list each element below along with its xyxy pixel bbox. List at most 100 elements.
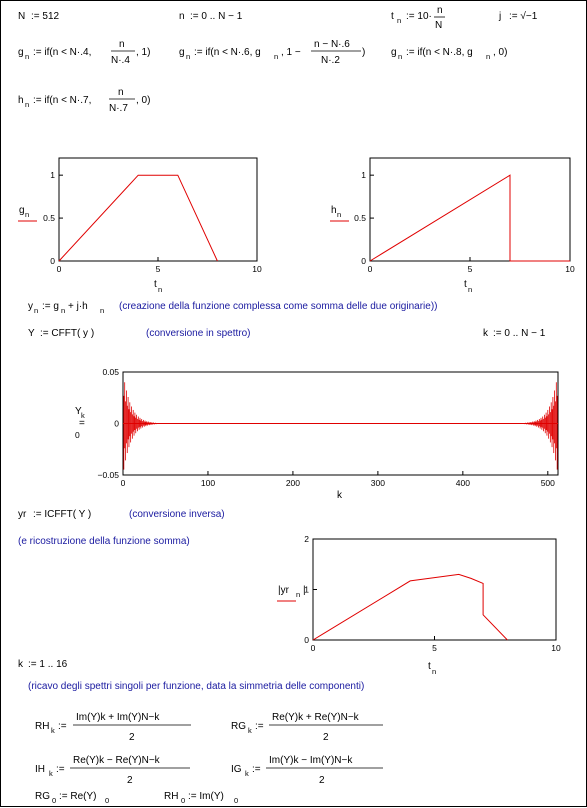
IG-lhs: IG xyxy=(231,764,242,775)
y-tick-label: −0.05 xyxy=(97,470,119,480)
y-tick-label: 1 xyxy=(50,170,55,180)
y-tick-label: 0.05 xyxy=(102,367,119,377)
IG-assign: := xyxy=(252,764,261,775)
x-tick-label: 5 xyxy=(468,264,473,274)
g1-fraction-denominator: N·.4 xyxy=(111,55,130,66)
x-tick-label: 100 xyxy=(201,478,215,488)
RH0-lhs: RH xyxy=(164,791,178,802)
t-definition-sub: n xyxy=(397,16,401,25)
y-tick-label: 1 xyxy=(304,585,309,595)
x-tick-label: 200 xyxy=(286,478,300,488)
RH0-rhs-sub: 0 xyxy=(234,796,238,805)
data-series-line xyxy=(312,573,508,641)
x-axis-label-sub: n xyxy=(432,667,436,676)
h-rhs-a: := if(n < N·.7, xyxy=(33,95,91,106)
h-sub: n xyxy=(25,100,29,109)
g3-lhs: g xyxy=(391,47,397,58)
RG-lhs: RG xyxy=(231,721,246,732)
RH-assign: := xyxy=(58,721,67,732)
h-fraction-denominator: N·.7 xyxy=(109,103,128,114)
RG-numerator: Re(Y)k + Re(Y)N−k xyxy=(272,712,360,723)
y-axis-label-sub: n xyxy=(296,590,300,599)
RG-assign: := xyxy=(255,721,264,732)
j-definition-lhs: j xyxy=(498,11,501,22)
g2-lhs: g xyxy=(179,47,185,58)
x-tick-label: 10 xyxy=(565,264,575,274)
IG-denominator: 2 xyxy=(319,775,325,786)
Y-def-lhs: Y xyxy=(28,328,35,339)
g2-fraction-numerator: n − N·.6 xyxy=(314,39,350,50)
g1-rhs-a: := if(n < N·.4, xyxy=(33,47,91,58)
reconstruction-comment: (e ricostruzione della funzione somma) xyxy=(18,536,190,547)
Y-def-rhs: := CFFT( y ) xyxy=(40,328,94,339)
t-definition-rhs: := 10· xyxy=(406,11,432,22)
RH-denominator: 2 xyxy=(129,732,135,743)
t-definition-lhs: t xyxy=(391,11,394,22)
h-rhs-b: , 0) xyxy=(136,95,150,106)
IH-denominator: 2 xyxy=(127,775,133,786)
x-axis-label-sub: n xyxy=(468,285,472,294)
RG-sub: k xyxy=(248,726,252,735)
x-axis-label: t xyxy=(464,279,467,290)
RH-sub: k xyxy=(51,726,55,735)
RG0-lhs: RG xyxy=(35,791,50,802)
y-def-lhs: y xyxy=(28,301,33,312)
x-tick-label: 5 xyxy=(432,643,437,653)
IH-sub: k xyxy=(49,769,53,778)
n-range-lhs: n xyxy=(179,11,185,22)
y-axis-label: Y xyxy=(75,406,82,417)
y-axis-label-end: | xyxy=(303,585,306,596)
data-series-line xyxy=(58,174,218,262)
x-tick-label: 0 xyxy=(57,264,62,274)
x-axis-label: t xyxy=(428,661,431,672)
y-axis-label: h xyxy=(331,205,337,216)
g2-rhs-a-sub: n xyxy=(274,52,278,61)
IH-lhs: IH xyxy=(35,764,45,775)
plot-frame xyxy=(312,538,557,641)
g3-rhs-a-sub: n xyxy=(486,52,490,61)
t-fraction-numerator: n xyxy=(437,5,443,16)
IG-numerator: Im(Y)k − Im(Y)N−k xyxy=(269,755,353,766)
y-def-comment: (creazione della funzione complessa come… xyxy=(119,301,438,312)
yr-def-lhs: yr xyxy=(18,509,27,520)
data-series-line xyxy=(369,174,570,262)
t-fraction-denominator: N xyxy=(435,20,442,31)
x-axis-label: t xyxy=(154,279,157,290)
y-def-rhs-b-sub: n xyxy=(100,306,104,315)
g3-rhs-a: := if(n < N·.8, g xyxy=(406,47,473,58)
x-tick-label: 0 xyxy=(368,264,373,274)
k2-range-lhs: k xyxy=(18,659,24,670)
g3-rhs-b: , 0) xyxy=(493,47,507,58)
RG0-rhs-sub: 0 xyxy=(105,796,109,805)
x-tick-label: 500 xyxy=(541,478,555,488)
g2-rhs-a: := if(n < N·.6, g xyxy=(194,47,261,58)
y-axis-label-sub: n xyxy=(25,210,29,219)
g2-fraction-denominator: N·.2 xyxy=(321,55,340,66)
y-axis-label-sub: k xyxy=(81,411,85,420)
yr-def-rhs: := ICFFT( Y ) xyxy=(33,509,91,520)
y-tick-label: 2 xyxy=(304,534,309,544)
x-tick-label: 10 xyxy=(551,643,561,653)
x-tick-label: 0 xyxy=(121,478,126,488)
plot-frame xyxy=(369,157,571,262)
y-def-rhs-a: := g xyxy=(42,301,59,312)
y-tick-label: 0.5 xyxy=(43,213,55,223)
g1-fraction-numerator: n xyxy=(119,39,125,50)
y-def-sub: n xyxy=(34,306,38,315)
RH0-rhs: := Im(Y) xyxy=(188,791,224,802)
k2-range-rhs: := 1 .. 16 xyxy=(28,659,68,670)
g1-lhs: g xyxy=(18,47,24,58)
y-tick-label: 0.5 xyxy=(354,213,366,223)
y-axis-label: g xyxy=(19,205,25,216)
x-tick-label: 10 xyxy=(252,264,262,274)
IH-assign: := xyxy=(56,764,65,775)
x-tick-label: 400 xyxy=(456,478,470,488)
x-axis-label: k xyxy=(337,490,343,501)
g2-sub: n xyxy=(186,52,190,61)
